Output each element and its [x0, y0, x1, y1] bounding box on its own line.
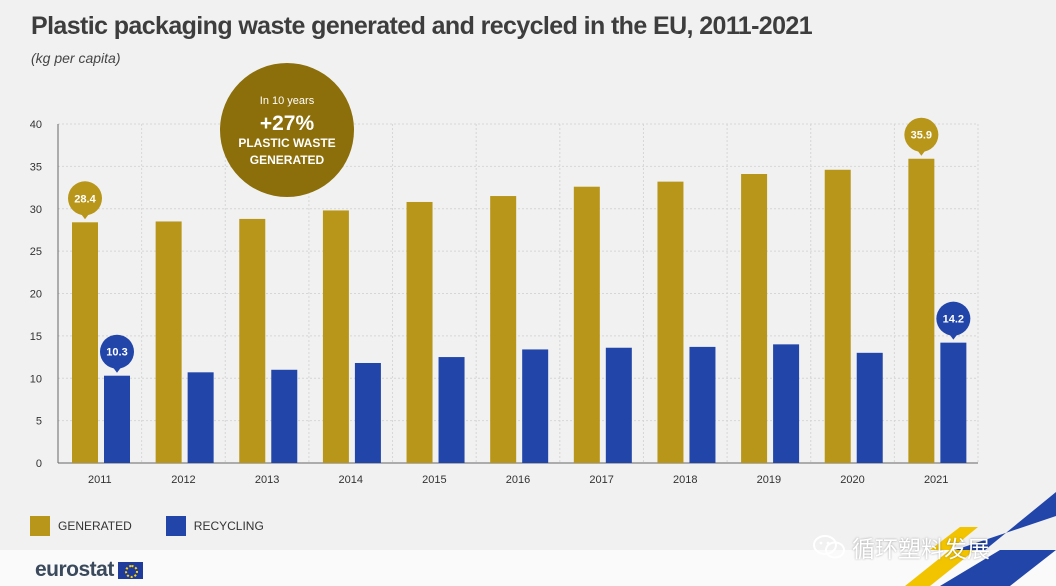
y-tick-label: 15 — [30, 331, 42, 343]
bar-generated — [239, 218, 266, 463]
x-tick-label: 2021 — [924, 474, 948, 486]
annotation-line3: PLASTIC WASTE — [238, 136, 335, 150]
bar-generated — [824, 169, 851, 463]
legend-item-generated: GENERATED — [30, 516, 132, 536]
bar-recycling — [689, 346, 716, 463]
bar-recycling — [187, 372, 214, 463]
annotation-line4: GENERATED — [250, 153, 325, 167]
eu-flag-icon — [117, 561, 143, 579]
value-label-bubble — [100, 334, 134, 369]
value-label: 10.3 — [100, 334, 134, 373]
value-label-pointer — [79, 211, 91, 220]
annotation-circle — [220, 63, 354, 197]
value-label-text: 35.9 — [911, 130, 932, 142]
bar-recycling — [773, 344, 800, 463]
bar-generated — [155, 221, 182, 463]
value-label-bubble — [936, 301, 971, 336]
watermark: 循环塑料发展 — [812, 530, 990, 564]
x-tick-label: 2018 — [673, 474, 697, 486]
footer-band — [0, 550, 1056, 586]
value-label: 35.9 — [904, 117, 939, 156]
y-tick-label: 40 — [30, 119, 42, 131]
bar-generated — [741, 174, 768, 463]
bar-chart: 0 5 10 15 20 25 30 35 40 2011 2012 2013 2014 2015 2016… — [30, 63, 979, 486]
x-tick-label: 2016 — [506, 474, 530, 486]
legend-swatch-generated — [30, 516, 50, 536]
y-tick-label: 35 — [30, 161, 42, 173]
watermark-text: 循环塑料发展 — [852, 536, 990, 562]
y-tick-label: 30 — [30, 204, 42, 216]
y-tick-label: 0 — [36, 458, 42, 470]
bar-generated — [657, 181, 684, 463]
value-label-text: 28.4 — [74, 193, 96, 205]
bar-generated — [490, 196, 517, 463]
x-tick-label: 2020 — [840, 474, 864, 486]
x-tick-label: 2017 — [589, 474, 613, 486]
x-tick-label: 2012 — [171, 474, 195, 486]
bar-generated — [908, 158, 935, 463]
value-label-pointer — [915, 147, 928, 156]
value-label-text: 10.3 — [106, 347, 127, 359]
bar-recycling — [438, 357, 465, 463]
annotation-line2: +27% — [260, 112, 315, 135]
y-tick-label: 10 — [30, 373, 42, 385]
legend: GENERATED RECYCLING — [30, 516, 298, 536]
x-tick-label: 2019 — [757, 474, 781, 486]
value-label-pointer — [111, 364, 123, 373]
y-tick-label: 5 — [36, 416, 42, 428]
value-label-pointer — [947, 331, 960, 340]
bar-recycling — [271, 369, 298, 463]
bar-generated — [72, 222, 98, 463]
eurostat-logo: eurostat — [35, 558, 143, 582]
bar-recycling — [940, 342, 967, 463]
annotation-line1: In 10 years — [260, 95, 315, 107]
legend-swatch-recycling — [165, 516, 186, 536]
bar-recycling — [522, 349, 549, 463]
bar-recycling — [856, 352, 883, 463]
x-tick-label: 2011 — [88, 474, 112, 486]
x-tick-label: 2015 — [422, 474, 446, 486]
bar-generated — [406, 201, 433, 463]
value-label-text: 14.2 — [943, 314, 964, 326]
x-tick-label: 2013 — [255, 474, 279, 486]
chat-bubble-icon — [813, 535, 845, 559]
chart-title: Plastic packaging waste generated and re… — [31, 12, 813, 40]
y-tick-label: 25 — [30, 246, 42, 258]
bar-generated — [573, 186, 600, 463]
value-label: 28.4 — [68, 181, 102, 220]
logo-text: eurostat — [35, 558, 114, 581]
bar-recycling — [354, 362, 381, 463]
y-tick-label: 20 — [30, 289, 42, 301]
bar-generated — [322, 210, 349, 463]
legend-label-recycling: RECYCLING — [193, 519, 264, 533]
legend-item-recycling: RECYCLING — [165, 516, 264, 536]
corner-stripes — [905, 550, 1056, 586]
value-label: 14.2 — [936, 301, 971, 340]
legend-label-generated: GENERATED — [58, 519, 132, 533]
value-label-bubble — [904, 117, 939, 152]
value-label-bubble — [68, 181, 102, 216]
chart-subtitle: (kg per capita) — [31, 50, 121, 66]
x-tick-label: 2014 — [338, 474, 362, 486]
bar-recycling — [104, 375, 130, 463]
bar-recycling — [605, 347, 632, 463]
